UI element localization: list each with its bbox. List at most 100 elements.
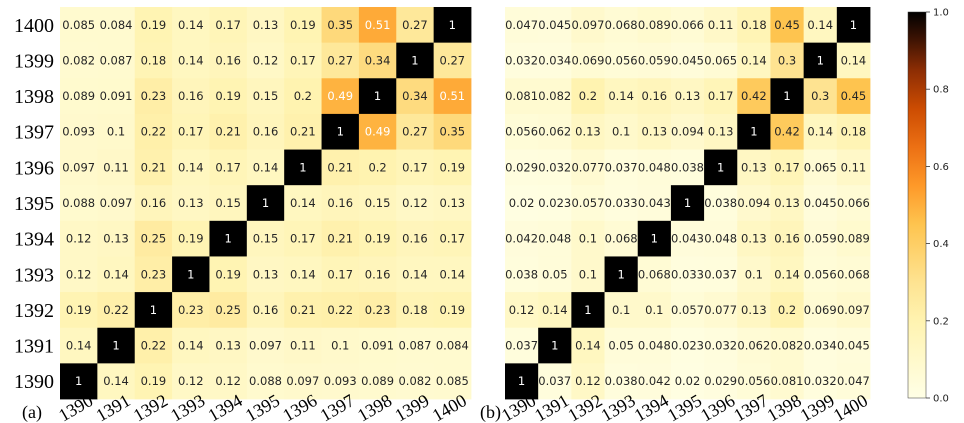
- heatmap-cell-a-1397-1400: [433, 113, 472, 150]
- heatmap-cell-b-1394-1394: [637, 220, 672, 257]
- cell-value-label: 0.45: [774, 18, 800, 32]
- heatmap-cell-b-1391-1391: [538, 327, 572, 364]
- heatmap-cell-b-1395-1398: [770, 185, 805, 222]
- cell-value-label: 0.16: [774, 232, 800, 246]
- cell-value-label: 0.082: [398, 374, 431, 388]
- heatmap-cell-b-1391-1395: [670, 327, 705, 364]
- heatmap-cell-a-1397-1391: [97, 113, 136, 150]
- cell-value-label: 0.16: [215, 53, 241, 67]
- heatmap-cell-b-1390-1395: [670, 363, 705, 400]
- heatmap-cell-a-1396-1394: [209, 149, 248, 186]
- heatmap-cell-a-1398-1399: [396, 78, 435, 115]
- cell-value-label: 0.14: [542, 303, 568, 317]
- cell-value-label: 0.22: [327, 303, 353, 317]
- heatmap-cell-a-1395-1391: [97, 185, 136, 222]
- cell-value-label: 0.05: [608, 339, 634, 353]
- cell-value-label: 1: [187, 267, 194, 281]
- cell-value-label: 0.045: [837, 339, 870, 353]
- heatmap-cell-b-1393-1400: [836, 256, 871, 293]
- heatmap-cell-b-1390-1400: [836, 363, 871, 400]
- cell-value-label: 0.089: [638, 18, 671, 32]
- heatmap-cell-a-1393-1395: [246, 256, 285, 293]
- cell-value-label: 0.2: [579, 89, 597, 103]
- cell-value-label: 0.056: [804, 267, 837, 281]
- heatmap-cell-a-1391-1391: [97, 327, 136, 364]
- heatmap-cell-b-1397-1397: [737, 113, 771, 150]
- heatmap-cell-b-1396-1393: [604, 149, 639, 186]
- heatmap-cell-a-1400-1391: [97, 7, 136, 44]
- cell-value-label: 0.15: [253, 232, 279, 246]
- cell-value-label: 0.19: [215, 89, 241, 103]
- heatmap-cell-a-1400-1398: [358, 7, 397, 44]
- heatmap-cell-a-1392-1392: [134, 292, 173, 329]
- cell-value-label: 0.037: [538, 374, 571, 388]
- cell-value-label: 1: [750, 125, 757, 139]
- cell-value-label: 0.13: [103, 232, 129, 246]
- cell-value-label: 0.2: [778, 303, 796, 317]
- cell-value-label: 0.12: [66, 267, 92, 281]
- y-tick-label: 1396: [14, 157, 54, 179]
- heatmap-cell-b-1395-1397: [737, 185, 771, 222]
- heatmap-cell-b-1392-1393: [604, 292, 639, 329]
- heatmap-cell-b-1395-1393: [604, 185, 639, 222]
- heatmap-panel-a: 0.085 0.084 0.19 0.14 0.17 0.13 0.19 0.35 0.51 0.…: [14, 7, 472, 423]
- cell-value-label: 0.34: [402, 89, 428, 103]
- heatmap-cell-a-1400-1390: [60, 7, 98, 44]
- heatmap-cell-b-1392-1396: [704, 292, 738, 329]
- heatmap-cell-a-1391-1396: [284, 327, 322, 364]
- cell-value-label: 0.097: [62, 160, 95, 174]
- colorbar-tick-label: 0.2: [933, 316, 949, 327]
- cell-value-label: 0.19: [141, 374, 167, 388]
- cell-value-label: 0.048: [638, 160, 671, 174]
- heatmap-cell-b-1397-1400: [836, 113, 871, 150]
- cell-value-label: 0.1: [579, 267, 597, 281]
- cell-value-label: 0.16: [402, 232, 428, 246]
- cell-value-label: 0.14: [178, 160, 204, 174]
- heatmap-cell-a-1397-1393: [172, 113, 210, 150]
- cell-value-label: 0.02: [509, 196, 535, 210]
- cell-value-label: 0.037: [505, 339, 538, 353]
- heatmap-cell-b-1396-1394: [637, 149, 672, 186]
- heatmap-cell-a-1390-1394: [209, 363, 248, 400]
- heatmap-cell-a-1390-1396: [284, 363, 322, 400]
- cell-value-label: 0.18: [141, 53, 167, 67]
- heatmap-cell-a-1391-1392: [134, 327, 173, 364]
- cell-value-label: 0.3: [778, 53, 796, 67]
- cell-value-label: 0.077: [704, 303, 737, 317]
- cell-value-label: 0.19: [215, 267, 241, 281]
- cell-value-label: 0.089: [837, 232, 870, 246]
- heatmap-cell-a-1390-1400: [433, 363, 472, 400]
- heatmap-cell-a-1390-1395: [246, 363, 285, 400]
- heatmap-cell-b-1394-1397: [737, 220, 771, 257]
- heatmap-cell-b-1397-1391: [538, 113, 572, 150]
- cell-value-label: 0.1: [645, 303, 663, 317]
- cell-value-label: 0.093: [62, 125, 95, 139]
- cell-value-label: 0.14: [774, 267, 800, 281]
- cell-value-label: 0.14: [807, 18, 833, 32]
- cell-value-label: 0.062: [737, 339, 770, 353]
- heatmap-cell-a-1395-1390: [60, 185, 98, 222]
- heatmap-cell-a-1396-1398: [358, 149, 397, 186]
- cell-value-label: 0.19: [440, 160, 466, 174]
- heatmap-cell-a-1394-1393: [172, 220, 210, 257]
- heatmap-cell-a-1395-1396: [284, 185, 322, 222]
- cell-value-label: 0.023: [671, 339, 704, 353]
- heatmap-cell-a-1391-1393: [172, 327, 210, 364]
- cell-value-label: 0.14: [178, 53, 204, 67]
- cell-value-label: 0.23: [141, 267, 167, 281]
- heatmap-cell-a-1398-1393: [172, 78, 210, 115]
- heatmap-cell-a-1396-1395: [246, 149, 285, 186]
- heatmap-cell-b-1392-1394: [637, 292, 672, 329]
- heatmap-cell-b-1391-1394: [637, 327, 672, 364]
- cell-value-label: 0.27: [402, 125, 428, 139]
- cell-value-label: 0.12: [402, 196, 428, 210]
- cell-value-label: 0.088: [249, 374, 282, 388]
- cell-value-label: 0.17: [290, 232, 316, 246]
- cell-value-label: 0.056: [605, 53, 638, 67]
- cell-value-label: 0.13: [178, 196, 204, 210]
- heatmap-cell-b-1397-1398: [770, 113, 805, 150]
- cell-value-label: 0.45: [841, 89, 867, 103]
- heatmap-cell-b-1400-1394: [637, 7, 672, 44]
- heatmap-cell-b-1396-1391: [538, 149, 572, 186]
